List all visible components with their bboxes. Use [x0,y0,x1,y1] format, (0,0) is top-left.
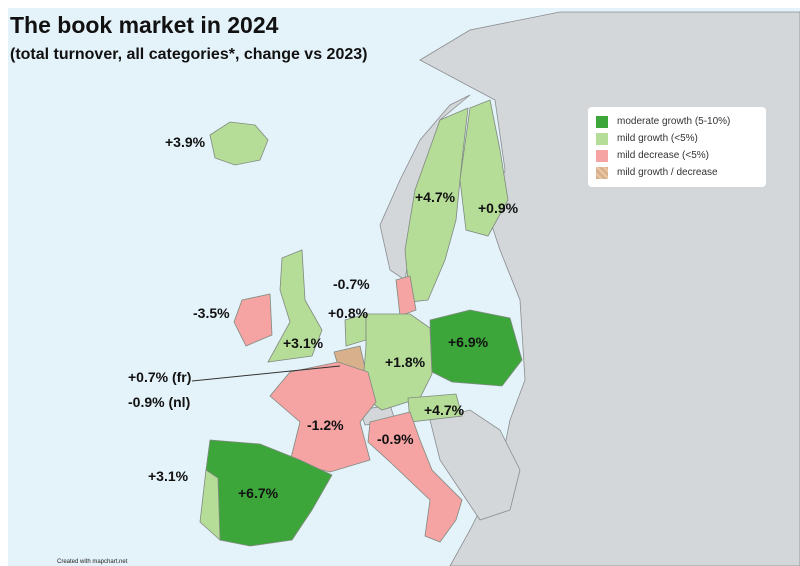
italy-shape [367,411,463,543]
label-ireland: -3.5% [193,305,230,321]
legend-swatch [596,166,608,179]
legend: moderate growth (5-10%) mild growth (<5%… [588,107,766,187]
label-denmark: -0.7% [333,276,370,292]
label-belgium-nl: -0.9% (nl) [128,394,191,410]
legend-item: mild growth / decrease [596,164,758,181]
legend-item: mild growth (<5%) [596,130,758,147]
map-subtitle: (total turnover, all categories*, change… [10,46,368,63]
uk-shape [267,249,323,363]
map-title: The book market in 2024 [10,12,279,38]
france-shape [269,361,377,473]
balkans [429,409,521,521]
legend-swatch [596,115,608,128]
label-spain: +6.7% [238,485,279,501]
label-italy: -0.9% [377,431,414,447]
legend-label: mild decrease (<5%) [617,150,709,161]
label-netherlands: +0.8% [328,305,369,321]
portugal-shape [199,469,221,541]
sweden-shape [404,107,469,303]
label-france: -1.2% [307,417,344,433]
credit-text: Created with mapchart.net [57,559,128,565]
iceland-shape [209,121,269,166]
legend-swatch [596,149,608,162]
label-finland: +0.9% [478,200,519,216]
label-poland: +6.9% [448,334,489,350]
finland-shape [459,99,509,237]
label-portugal: +3.1% [148,468,189,484]
legend-label: moderate growth (5-10%) [617,116,731,127]
label-iceland: +3.9% [165,134,206,150]
legend-item: mild decrease (<5%) [596,147,758,164]
poland-shape [429,309,523,387]
label-sweden: +4.7% [415,189,456,205]
ireland-shape [233,293,273,347]
belgium-leader-line [191,365,341,382]
legend-label: mild growth (<5%) [617,133,698,144]
label-germany: +1.8% [385,354,426,370]
legend-item: moderate growth (5-10%) [596,113,758,130]
label-belgium-fr: +0.7% (fr) [128,369,192,385]
legend-swatch [596,132,608,145]
label-austria: +4.7% [424,402,465,418]
label-uk: +3.1% [283,335,324,351]
denmark-shape [395,275,417,317]
legend-label: mild growth / decrease [617,167,718,178]
